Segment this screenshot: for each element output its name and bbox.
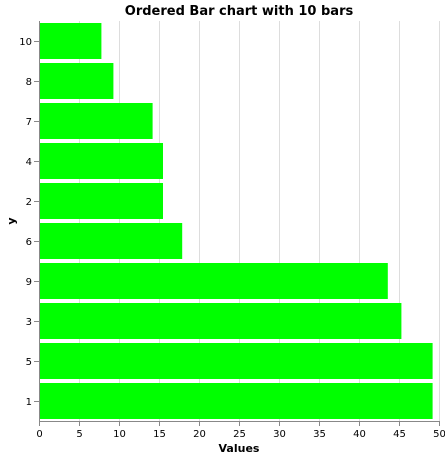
y-tick-label-2: 2 (26, 197, 32, 208)
x-tick-label-15: 15 (153, 429, 166, 440)
x-tick-label-10: 10 (113, 429, 126, 440)
y-axis-title: y (5, 217, 18, 224)
y-tick-label-5: 5 (26, 357, 32, 368)
x-tick-label-20: 20 (193, 429, 206, 440)
y-axis: 10 8 7 4 2 6 9 3 5 1 (19, 21, 40, 421)
bar-8 (39, 63, 114, 99)
x-tick-label-50: 50 (433, 429, 445, 440)
bars (39, 23, 433, 419)
bar-2 (39, 183, 163, 219)
y-tick-label-7: 7 (26, 117, 32, 128)
chart-title: Ordered Bar chart with 10 bars (125, 4, 354, 19)
y-tick-label-9: 9 (26, 277, 32, 288)
x-axis-title: Values (219, 442, 260, 455)
y-tick-label-1: 1 (26, 397, 32, 408)
x-tick-label-25: 25 (233, 429, 246, 440)
bar-6 (39, 223, 183, 259)
y-tick-label-3: 3 (26, 317, 32, 328)
bar-7 (39, 103, 153, 139)
y-tick-label-8: 8 (26, 77, 32, 88)
y-tick-label-10: 10 (19, 37, 32, 48)
x-axis: 0 5 10 15 20 25 30 35 40 45 50 (36, 421, 445, 440)
bar-4 (39, 143, 163, 179)
bar-1 (39, 383, 433, 419)
x-tick-label-35: 35 (313, 429, 326, 440)
bar-3 (39, 303, 402, 339)
y-tick-label-6: 6 (26, 237, 32, 248)
bar-10 (39, 23, 102, 59)
x-tick-label-5: 5 (76, 429, 82, 440)
bar-9 (39, 263, 388, 299)
x-tick-label-45: 45 (393, 429, 406, 440)
bar-5 (39, 343, 433, 379)
x-tick-label-40: 40 (353, 429, 366, 440)
y-tick-label-4: 4 (26, 157, 32, 168)
x-tick-label-30: 30 (273, 429, 286, 440)
x-tick-label-0: 0 (36, 429, 42, 440)
